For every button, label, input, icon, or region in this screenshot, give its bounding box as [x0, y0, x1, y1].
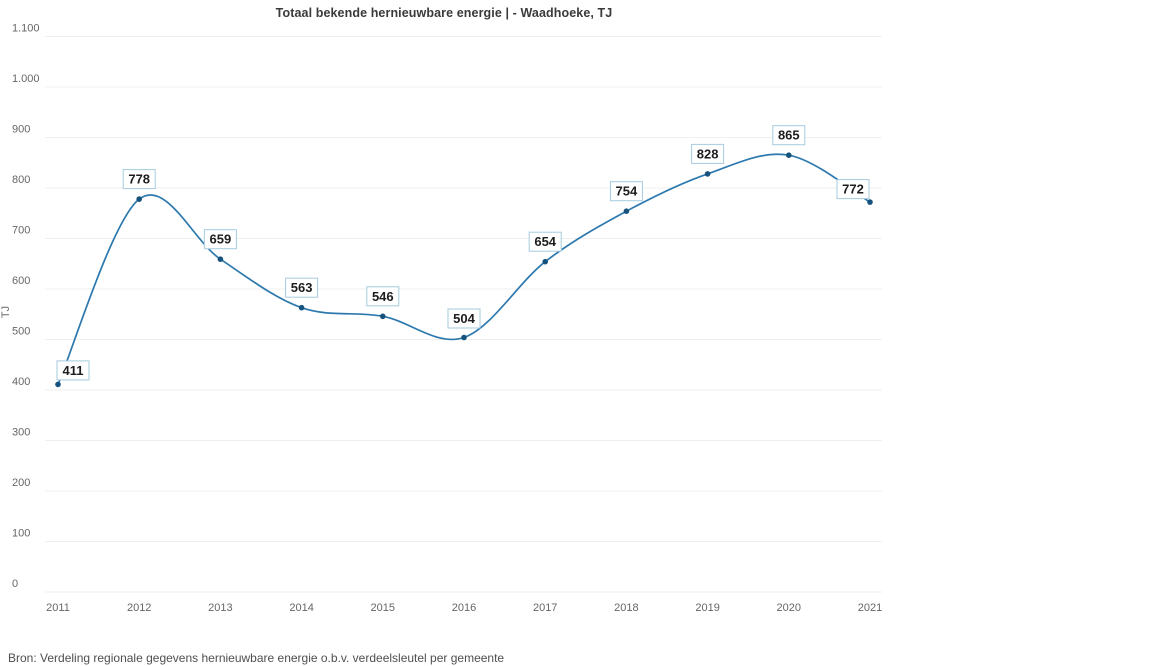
data-label-value: 411 [63, 363, 84, 378]
source-note: Bron: Verdeling regionale gegevens herni… [8, 651, 505, 665]
data-label-box [609, 181, 643, 202]
data-label-value: 865 [778, 128, 800, 143]
y-tick-label: 100 [12, 527, 30, 539]
y-tick-label: 900 [12, 123, 30, 135]
y-tick-label: 400 [12, 376, 30, 388]
x-tick-label: 2014 [289, 602, 313, 614]
data-point-marker[interactable] [55, 381, 61, 388]
x-tick-label: 2021 [858, 602, 882, 614]
data-label-box [122, 169, 156, 190]
x-tick-label: 2012 [127, 602, 151, 614]
data-label-box [836, 179, 870, 200]
data-point-marker[interactable] [380, 313, 386, 320]
data-label-value: 504 [453, 311, 475, 326]
data-label-value: 654 [534, 234, 556, 249]
y-tick-label: 500 [12, 325, 30, 337]
data-label-value: 828 [697, 146, 719, 161]
x-tick-label: 2018 [614, 602, 638, 614]
x-tick-label: 2017 [533, 602, 557, 614]
y-tick-label: 1.100 [12, 22, 40, 34]
x-tick-label: 2016 [452, 602, 476, 614]
data-point-marker[interactable] [786, 152, 792, 158]
data-label-value: 778 [128, 172, 150, 187]
y-tick-label: 300 [12, 426, 30, 438]
data-point-marker[interactable] [867, 199, 873, 205]
data-label-box [366, 286, 400, 307]
data-label-value: 546 [372, 289, 394, 304]
x-tick-label: 2015 [371, 602, 395, 614]
y-tick-label: 600 [12, 275, 30, 287]
chart-title: Totaal bekende hernieuwbare energie | - … [275, 6, 613, 20]
x-tick-label: 2020 [777, 602, 801, 614]
data-label-box [203, 229, 237, 250]
y-tick-label: 200 [12, 477, 30, 489]
data-label-value: 659 [210, 232, 232, 247]
x-tick-label: 2013 [208, 602, 232, 614]
data-point-marker[interactable] [623, 208, 630, 214]
data-point-marker[interactable] [217, 256, 224, 263]
data-point-marker[interactable] [136, 196, 142, 202]
data-label-box [772, 125, 806, 146]
data-point-marker[interactable] [461, 334, 467, 341]
data-label-value: 772 [842, 182, 864, 197]
y-tick-label: 1.000 [12, 73, 40, 85]
y-tick-label: 800 [12, 174, 30, 186]
y-tick-label: 700 [12, 224, 30, 236]
data-series-line [57, 153, 871, 385]
y-tick-label: 0 [12, 578, 18, 590]
data-label-box [528, 231, 562, 252]
data-point-marker[interactable] [542, 258, 548, 265]
data-label-value: 563 [291, 280, 313, 295]
x-tick-label: 2019 [695, 602, 719, 614]
data-label-box [56, 360, 90, 381]
data-label-value: 754 [616, 184, 638, 199]
line-chart-canvas: 0 100 200 300 400 500 600 700 800 900 1.000 1.100 20… [12, 22, 882, 614]
data-label-box [285, 277, 319, 298]
data-point-marker[interactable] [298, 304, 305, 311]
data-label-box [447, 308, 481, 329]
x-tick-label: 2011 [46, 602, 70, 614]
data-label-box [691, 143, 725, 164]
data-point-marker[interactable] [704, 171, 711, 177]
